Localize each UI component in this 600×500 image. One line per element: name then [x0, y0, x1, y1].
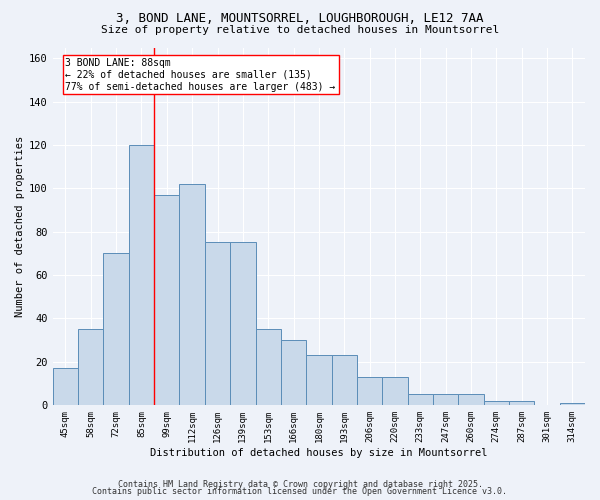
Text: Size of property relative to detached houses in Mountsorrel: Size of property relative to detached ho…: [101, 25, 499, 35]
Bar: [78, 329, 103, 405]
Bar: [433, 394, 458, 405]
Bar: [509, 400, 535, 405]
Text: Contains public sector information licensed under the Open Government Licence v3: Contains public sector information licen…: [92, 488, 508, 496]
Bar: [357, 376, 382, 405]
Bar: [281, 340, 306, 405]
Bar: [179, 184, 205, 405]
Text: 3 BOND LANE: 88sqm
← 22% of detached houses are smaller (135)
77% of semi-detach: 3 BOND LANE: 88sqm ← 22% of detached hou…: [65, 58, 335, 92]
X-axis label: Distribution of detached houses by size in Mountsorrel: Distribution of detached houses by size …: [150, 448, 488, 458]
Bar: [484, 400, 509, 405]
Bar: [407, 394, 433, 405]
Bar: [560, 402, 585, 405]
Bar: [458, 394, 484, 405]
Bar: [306, 355, 332, 405]
Text: 3, BOND LANE, MOUNTSORREL, LOUGHBOROUGH, LE12 7AA: 3, BOND LANE, MOUNTSORREL, LOUGHBOROUGH,…: [116, 12, 484, 26]
Bar: [332, 355, 357, 405]
Bar: [205, 242, 230, 405]
Bar: [53, 368, 78, 405]
Bar: [103, 253, 129, 405]
Bar: [256, 329, 281, 405]
Bar: [230, 242, 256, 405]
Y-axis label: Number of detached properties: Number of detached properties: [15, 136, 25, 317]
Bar: [382, 376, 407, 405]
Text: Contains HM Land Registry data © Crown copyright and database right 2025.: Contains HM Land Registry data © Crown c…: [118, 480, 482, 489]
Bar: [154, 195, 179, 405]
Bar: [129, 145, 154, 405]
